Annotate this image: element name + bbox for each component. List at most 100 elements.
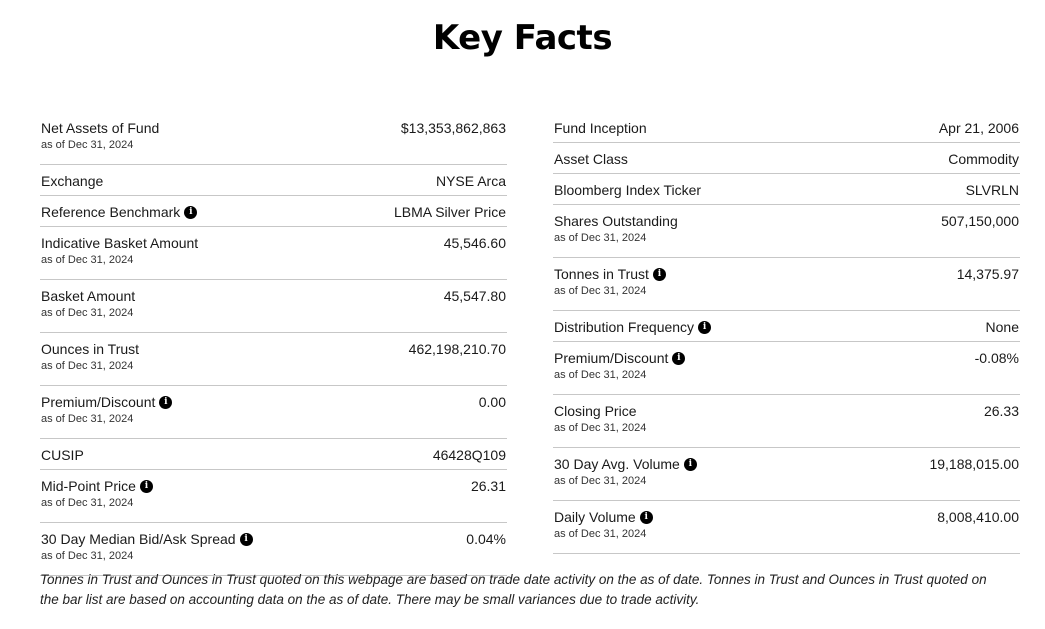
fact-label: CUSIP xyxy=(41,447,84,463)
fact-label-line: Distribution Frequency i xyxy=(554,319,712,335)
fact-value: 26.31 xyxy=(470,478,506,494)
fact-label: Indicative Basket Amount xyxy=(41,235,199,251)
fact-row-mid-point-price: Mid-Point Price i as of Dec 31, 2024 26.31 xyxy=(40,470,507,523)
fact-label-group: Distribution Frequency i xyxy=(554,319,712,335)
fact-label: Mid-Point Price xyxy=(41,478,136,494)
fact-label: Distribution Frequency xyxy=(554,319,695,335)
fact-label-group: Fund Inception xyxy=(554,120,647,136)
fact-value: Commodity xyxy=(948,151,1019,167)
fact-value: LBMA Silver Price xyxy=(393,204,506,220)
fact-label-group: Closing Price as of Dec 31, 2024 xyxy=(554,403,646,435)
fact-label: Asset Class xyxy=(554,151,628,167)
fact-row-premium-discount: Premium/Discount i as of Dec 31, 2024 -0.08… xyxy=(553,342,1020,395)
fact-as-of-date: as of Dec 31, 2024 xyxy=(554,285,647,297)
fact-row-shares-outstanding: Shares Outstanding as of Dec 31, 2024 507,… xyxy=(553,205,1020,258)
info-icon[interactable]: i xyxy=(139,479,153,493)
fact-value: 26.33 xyxy=(983,403,1019,419)
info-icon[interactable]: i xyxy=(159,395,173,409)
fact-label-line: 30 Day Avg. Volume i xyxy=(554,456,697,472)
key-facts-left-column: Net Assets of Fund as of Dec 31, 2024 $13,… xyxy=(40,112,507,576)
fact-as-of-date: as of Dec 31, 2024 xyxy=(41,307,134,319)
fact-value: SLVRLN xyxy=(965,182,1019,198)
fact-label-line: Indicative Basket Amount xyxy=(41,235,198,251)
fact-label-group: Asset Class xyxy=(554,151,628,167)
fact-as-of-date: as of Dec 31, 2024 xyxy=(554,528,647,540)
fact-label-line: Premium/Discount i xyxy=(41,394,173,410)
fact-label-line: 30 Day Median Bid/Ask Spread i xyxy=(41,531,253,547)
fact-row-daily-volume: Daily Volume i as of Dec 31, 2024 8,008,410… xyxy=(553,501,1020,554)
fact-label-group: Tonnes in Trust i as of Dec 31, 2024 xyxy=(554,266,666,298)
fact-label-line: Exchange xyxy=(41,173,103,189)
fact-value: -0.08% xyxy=(974,350,1019,366)
fact-value: NYSE Arca xyxy=(435,173,506,189)
fact-row-distribution-frequency: Distribution Frequency i None xyxy=(553,311,1020,342)
fact-label: Basket Amount xyxy=(41,288,136,304)
fact-as-of-date: as of Dec 31, 2024 xyxy=(554,369,647,381)
fact-label-group: Basket Amount as of Dec 31, 2024 xyxy=(41,288,135,320)
fact-as-of-date: as of Dec 31, 2024 xyxy=(41,139,134,151)
fact-label-group: Reference Benchmark i xyxy=(41,204,198,220)
fact-row-30-day-avg-volume: 30 Day Avg. Volume i as of Dec 31, 2024 19,… xyxy=(553,448,1020,501)
footnote: Tonnes in Trust and Ounces in Trust quot… xyxy=(40,572,987,607)
fact-label: Bloomberg Index Ticker xyxy=(554,182,702,198)
info-icon[interactable]: i xyxy=(184,205,198,219)
fact-label-group: Ounces in Trust as of Dec 31, 2024 xyxy=(41,341,139,373)
fact-row-asset-class: Asset Class Commodity xyxy=(553,143,1020,174)
fact-label: Shares Outstanding xyxy=(554,213,678,229)
fact-label-group: Daily Volume i as of Dec 31, 2024 xyxy=(554,509,653,541)
fact-label: Closing Price xyxy=(554,403,637,419)
fact-row-premium-discount: Premium/Discount i as of Dec 31, 2024 0.00 xyxy=(40,386,507,439)
fact-value: 46428Q109 xyxy=(432,447,506,463)
fact-row-exchange: Exchange NYSE Arca xyxy=(40,165,507,196)
fact-value: 45,546.60 xyxy=(443,235,506,251)
fact-label: 30 Day Median Bid/Ask Spread xyxy=(41,531,236,547)
fact-value: None xyxy=(985,319,1019,335)
fact-label-line: Asset Class xyxy=(554,151,628,167)
info-icon[interactable]: i xyxy=(652,267,666,281)
fact-value: 0.04% xyxy=(466,531,506,547)
fact-label: Net Assets of Fund xyxy=(41,120,160,136)
fact-label: 30 Day Avg. Volume xyxy=(554,456,680,472)
fact-as-of-date: as of Dec 31, 2024 xyxy=(554,422,647,434)
fact-label: Premium/Discount xyxy=(554,350,669,366)
fact-value: 462,198,210.70 xyxy=(408,341,506,357)
fact-row-closing-price: Closing Price as of Dec 31, 2024 26.33 xyxy=(553,395,1020,448)
fact-label: Tonnes in Trust xyxy=(554,266,649,282)
fact-row-reference-benchmark: Reference Benchmark i LBMA Silver Price xyxy=(40,196,507,227)
fact-label-group: 30 Day Avg. Volume i as of Dec 31, 2024 xyxy=(554,456,697,488)
fact-label-group: Indicative Basket Amount as of Dec 31, 20… xyxy=(41,235,198,267)
fact-value: 8,008,410.00 xyxy=(937,509,1019,525)
fact-row-cusip: CUSIP 46428Q109 xyxy=(40,439,507,470)
fact-label-line: Bloomberg Index Ticker xyxy=(554,182,701,198)
fact-row-fund-inception: Fund Inception Apr 21, 2006 xyxy=(553,112,1020,143)
fact-value: 507,150,000 xyxy=(941,213,1019,229)
fact-label-group: CUSIP xyxy=(41,447,84,463)
fact-label: Daily Volume xyxy=(554,509,636,525)
fact-as-of-date: as of Dec 31, 2024 xyxy=(554,232,647,244)
info-icon[interactable]: i xyxy=(639,510,653,524)
fact-as-of-date: as of Dec 31, 2024 xyxy=(41,413,134,425)
fact-row-bloomberg-index-ticker: Bloomberg Index Ticker SLVRLN xyxy=(553,174,1020,205)
info-icon[interactable]: i xyxy=(698,320,712,334)
fact-value: 0.00 xyxy=(478,394,506,410)
fact-label-line: Basket Amount xyxy=(41,288,135,304)
fact-row-30-day-median-bid-ask-spread: 30 Day Median Bid/Ask Spread i as of Dec 3… xyxy=(40,523,507,576)
fact-value: $13,353,862,863 xyxy=(400,120,506,136)
fact-as-of-date: as of Dec 31, 2024 xyxy=(41,360,134,372)
info-icon[interactable]: i xyxy=(672,351,686,365)
fact-label-group: Shares Outstanding as of Dec 31, 2024 xyxy=(554,213,678,245)
fact-label-group: Mid-Point Price i as of Dec 31, 2024 xyxy=(41,478,153,510)
fact-label-group: Bloomberg Index Ticker xyxy=(554,182,701,198)
fact-label: Fund Inception xyxy=(554,120,647,136)
fact-label-line: Net Assets of Fund xyxy=(41,120,159,136)
fact-value: 14,375.97 xyxy=(956,266,1019,282)
fact-label-line: Shares Outstanding xyxy=(554,213,678,229)
fact-label-group: Premium/Discount i as of Dec 31, 2024 xyxy=(41,394,173,426)
fact-label-line: Tonnes in Trust i xyxy=(554,266,666,282)
fact-row-basket-amount: Basket Amount as of Dec 31, 2024 45,547.80 xyxy=(40,280,507,333)
fact-value: Apr 21, 2006 xyxy=(938,120,1019,136)
fact-label-line: CUSIP xyxy=(41,447,84,463)
info-icon[interactable]: i xyxy=(683,457,697,471)
info-icon[interactable]: i xyxy=(239,532,253,546)
